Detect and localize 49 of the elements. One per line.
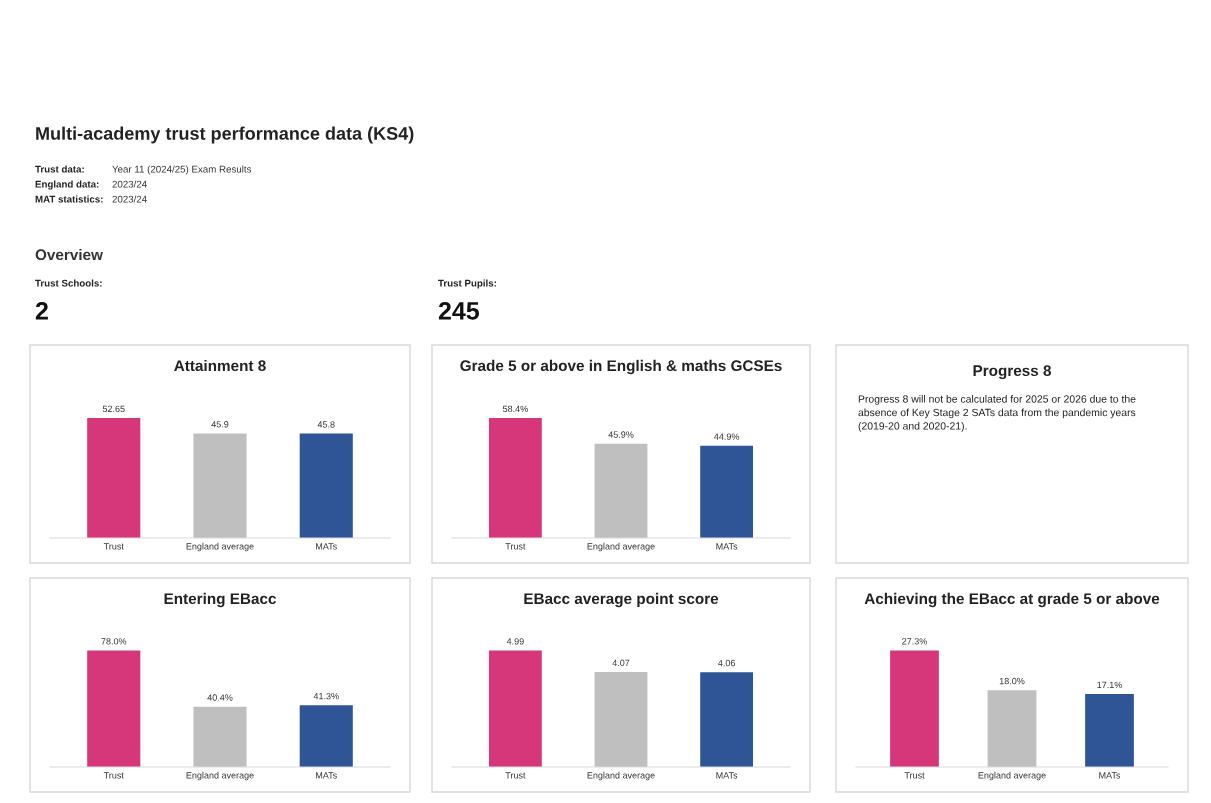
data-label: 45.9 (211, 421, 229, 428)
data-label: 45.8 (317, 421, 335, 428)
text: MAT statistics: (35, 195, 103, 203)
data-label: 41.3% (313, 692, 339, 700)
text: Trust Pupils: (438, 279, 496, 289)
x-tick-label: MATs (316, 772, 337, 779)
data-label: 78.0% (101, 638, 127, 645)
text: Trust Schools: (35, 279, 102, 287)
data-label: 4.06 (718, 659, 736, 667)
x-tick-label: England average (587, 542, 655, 552)
text: 2023/24 (112, 195, 147, 203)
text: Progress 8 (973, 365, 1052, 380)
data-label: 4.99 (506, 638, 524, 645)
x-tick-label: England average (587, 771, 655, 781)
x-tick-label: MATs (716, 772, 738, 779)
chart-title: Achieving the EBacc at grade 5 or above (864, 592, 1160, 608)
text: 2023/24 (112, 180, 147, 188)
chart-title: Attainment 8 (174, 359, 266, 372)
data-label: 44.9% (714, 433, 740, 440)
text: 245 (438, 302, 480, 320)
text: 2 (35, 302, 48, 320)
text: Multi-academy trust performance data (KS4) (36, 126, 414, 144)
chart-title: Grade 5 or above in English & maths GCSEs (460, 359, 782, 375)
data-label: 45.9% (608, 431, 634, 438)
x-tick-label: MATs (316, 543, 337, 550)
x-tick-label: Trust (505, 772, 526, 779)
x-tick-label: Trust (103, 772, 124, 779)
data-label: 40.4% (207, 694, 233, 701)
x-tick-label: MATs (716, 543, 738, 550)
data-label: 52.65 (102, 405, 125, 413)
text: Overview (35, 248, 103, 261)
x-tick-label: England average (978, 771, 1046, 781)
x-tick-label: Trust (505, 543, 526, 550)
data-label: 18.0% (999, 677, 1025, 685)
data-label: 17.1% (1097, 681, 1122, 689)
x-tick-label: England average (186, 542, 254, 552)
data-label: 58.4% (502, 405, 528, 413)
x-tick-label: Trust (904, 772, 925, 779)
x-tick-label: Trust (103, 543, 124, 550)
x-tick-label: England average (186, 771, 254, 781)
x-tick-label: MATs (1099, 772, 1121, 779)
chart-title: EBacc average point score (524, 592, 719, 608)
text: Year 11 (2024/25) Exam Results (112, 165, 252, 175)
text: Progress 8 will not be calculated for 2025 or 2026 due to the absence of Key Stage 2 SATs data from the pandemic years (2019-20 and 2020-21). (858, 395, 1136, 432)
data-label: 27.3% (902, 638, 927, 645)
data-label: 4.07 (612, 659, 630, 667)
text: Trust data: (35, 165, 84, 173)
chart-title: Entering EBacc (164, 592, 277, 608)
text: England data: (35, 180, 99, 190)
